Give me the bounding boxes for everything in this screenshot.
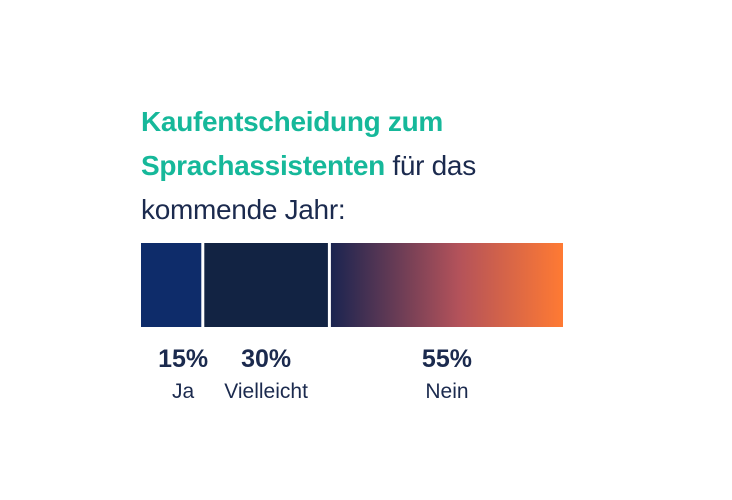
bar-ja [141,243,202,327]
bar-vielleicht [204,243,328,327]
category-label-vielleicht: Vielleicht [224,380,308,403]
label-group: 15% Ja 30% Vielleicht 55% Nein [158,345,472,403]
bar-group [141,243,563,327]
value-label-ja: 15% [158,345,208,373]
value-label-vielleicht: 30% [241,345,291,373]
category-label-ja: Ja [172,380,195,403]
chart-title: Kaufentscheidung zum Sprachassistenten f… [141,100,581,232]
chart-title-highlight: Kaufentscheidung zum Sprachassistenten [141,106,444,181]
category-label-nein: Nein [425,380,468,403]
chart-title-rest: für das kommende Jahr: [141,150,476,225]
bar-nein [330,243,563,327]
value-label-nein: 55% [422,345,472,373]
